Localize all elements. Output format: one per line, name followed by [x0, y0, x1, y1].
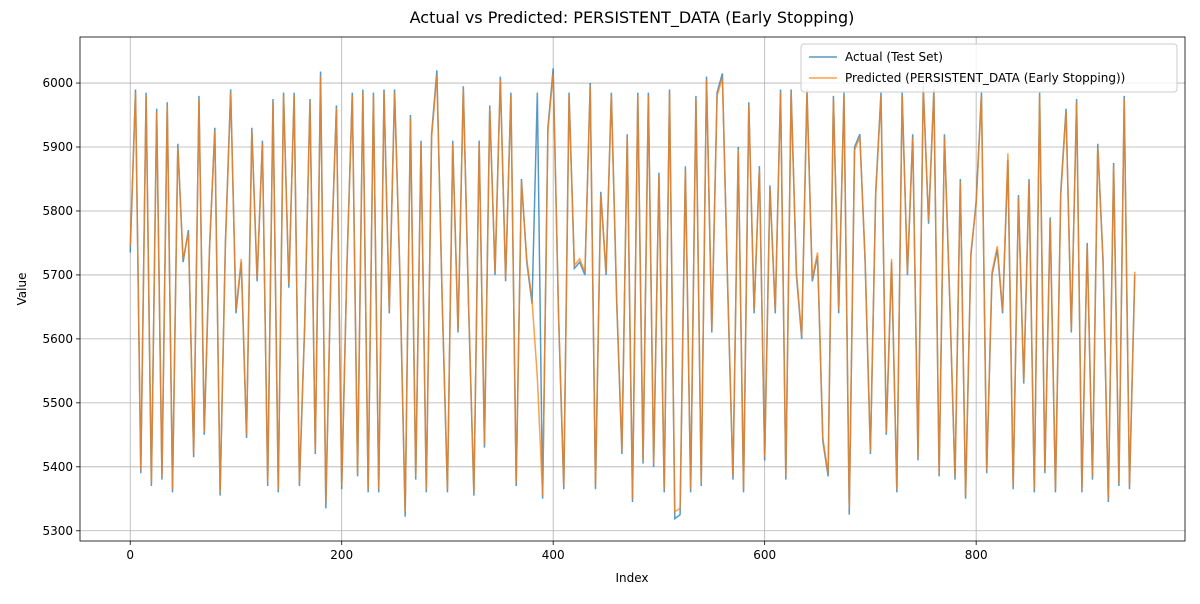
x-tick-label: 200 — [330, 548, 353, 562]
y-tick-label: 5900 — [42, 140, 73, 154]
legend-label: Actual (Test Set) — [845, 50, 943, 64]
y-tick-label: 6000 — [42, 76, 73, 90]
chart-title: Actual vs Predicted: PERSISTENT_DATA (Ea… — [410, 8, 855, 28]
y-tick-label: 5500 — [42, 396, 73, 410]
x-tick-label: 0 — [126, 548, 134, 562]
legend-label: Predicted (PERSISTENT_DATA (Early Stoppi… — [845, 71, 1125, 85]
x-tick-label: 400 — [542, 548, 565, 562]
x-axis-label: Index — [615, 571, 648, 585]
data-line — [129, 73, 1136, 513]
legend-box — [800, 43, 1178, 93]
y-axis-label: Value — [15, 273, 29, 306]
y-tick-label: 5300 — [42, 524, 73, 538]
y-tick-label: 5700 — [42, 268, 73, 282]
y-tick-label: 5800 — [42, 204, 73, 218]
legend: Actual (Test Set) Predicted (PERSISTENT_D… — [800, 43, 1178, 93]
y-tick-label: 5400 — [42, 460, 73, 474]
y-tick-label: 5600 — [42, 332, 73, 346]
x-tick-label: 600 — [753, 548, 776, 562]
x-tick-label: 800 — [965, 548, 988, 562]
plot-frame — [79, 36, 1186, 542]
